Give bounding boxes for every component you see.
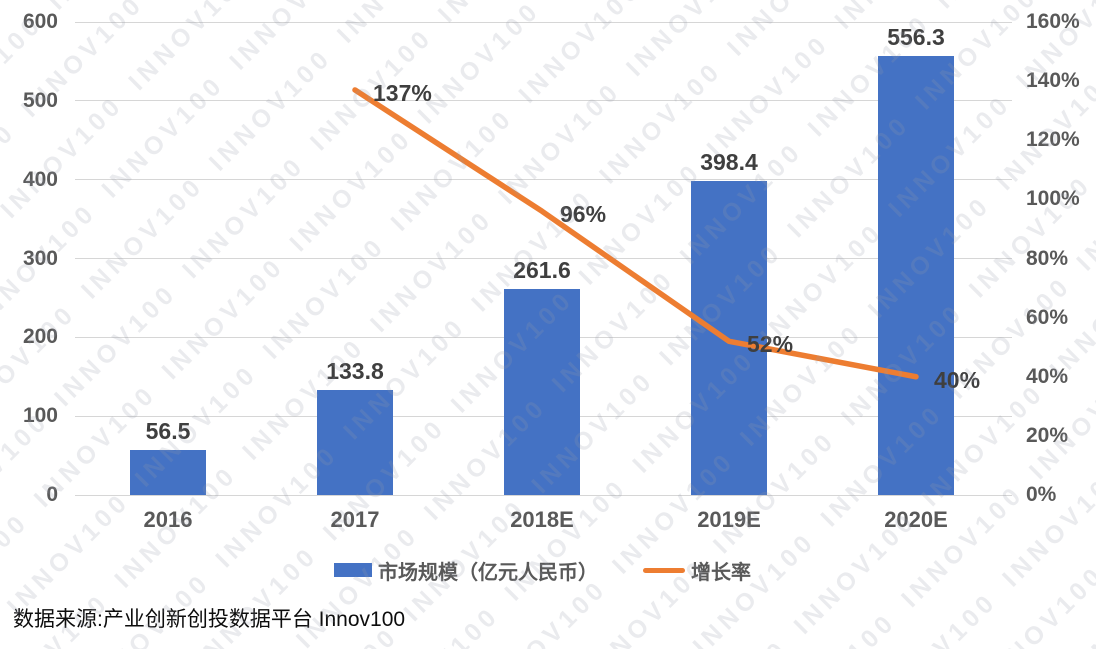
bar-value-label: 398.4 (700, 148, 758, 175)
legend-bar-swatch-icon (334, 563, 372, 577)
bar (878, 56, 954, 495)
right-axis-tick-label: 40% (1026, 364, 1069, 388)
legend-label-growth-rate: 增长率 (691, 561, 751, 584)
x-axis-label: 2019E (697, 507, 761, 532)
right-axis-tick-label: 80% (1026, 246, 1069, 270)
left-axis-tick-label: 100 (22, 404, 58, 428)
left-axis-tick-label: 0 (46, 483, 58, 506)
x-axis-label: 2020E (884, 507, 948, 532)
gridline (74, 179, 1012, 181)
right-axis-tick-label: 0% (1026, 483, 1057, 506)
right-axis-tick-label: 160% (1026, 10, 1080, 33)
line-value-label: 96% (560, 201, 607, 228)
bar (130, 450, 206, 495)
line-value-label: 137% (373, 79, 432, 106)
line-value-label: 40% (934, 366, 981, 393)
right-axis-tick-label: 120% (1026, 128, 1080, 152)
gridline (74, 494, 1012, 496)
legend-label-market-size: 市场规模（亿元人民币） (378, 561, 598, 584)
bar (504, 288, 580, 495)
legend-line-swatch-icon (643, 567, 685, 573)
bar-value-label: 133.8 (326, 357, 384, 384)
right-axis-tick-label: 140% (1026, 69, 1080, 93)
bar-value-label: 556.3 (887, 24, 945, 51)
right-axis-tick-label: 100% (1026, 187, 1080, 211)
source-note: 数据来源:产业创新创投数据平台 Innov100 (13, 608, 406, 631)
bar (317, 389, 393, 495)
x-axis-label: 2016 (143, 507, 193, 532)
right-axis-tick-label: 60% (1026, 305, 1069, 329)
bar-value-label: 261.6 (513, 256, 571, 283)
left-axis-tick-label: 400 (22, 167, 58, 191)
legend-item-growth-rate: 增长率 (643, 556, 751, 585)
x-axis-label: 2018E (510, 507, 574, 532)
left-axis-tick-label: 200 (22, 325, 58, 349)
line-value-label: 52% (747, 331, 794, 358)
gridline (74, 100, 1012, 102)
left-axis-tick-label: 600 (22, 10, 58, 33)
growth-rate-line (352, 87, 919, 380)
x-axis-label: 2017 (330, 507, 380, 532)
legend: 市场规模（亿元人民币） 增长率 (75, 556, 1010, 584)
left-axis-tick-label: 500 (22, 88, 58, 112)
gridline (74, 21, 1012, 23)
gridline (74, 258, 1012, 259)
left-axis-tick-label: 300 (22, 246, 58, 270)
legend-item-market-size: 市场规模（亿元人民币） (334, 556, 598, 585)
bar-value-label: 56.5 (145, 418, 191, 445)
right-axis-tick-label: 20% (1026, 423, 1069, 447)
